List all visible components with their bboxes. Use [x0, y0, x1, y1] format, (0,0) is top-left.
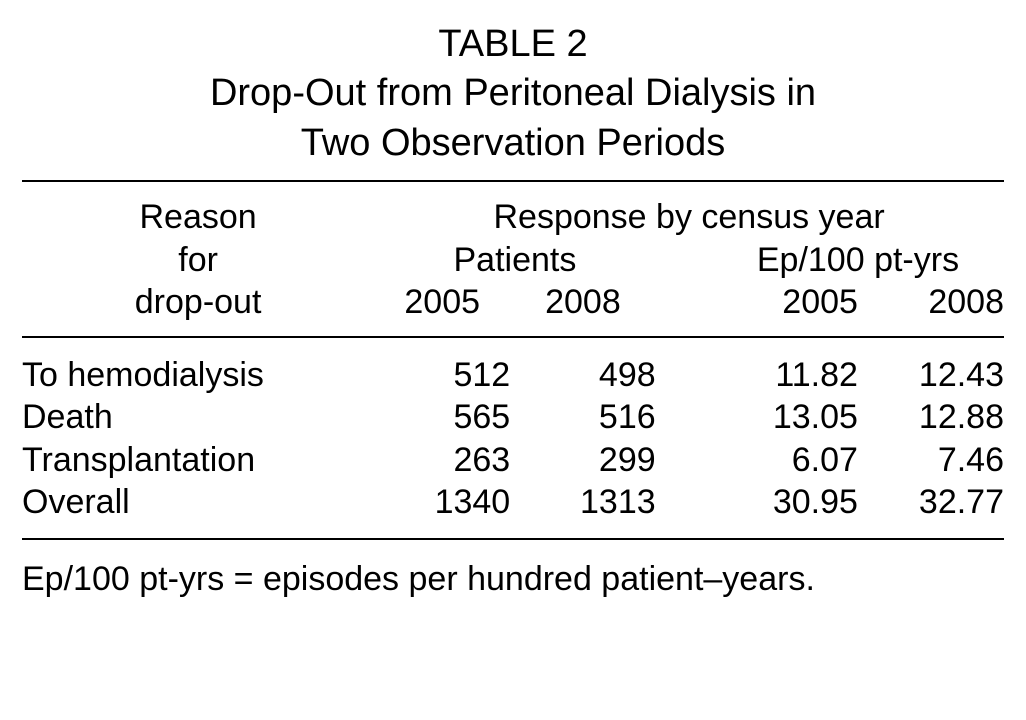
- cell-p2008: 1313: [510, 481, 655, 539]
- cell-p2005: 263: [374, 439, 510, 482]
- header-e-2005: 2005: [712, 281, 858, 337]
- title-line-3: Two Observation Periods: [22, 119, 1004, 168]
- cell-e2005: 11.82: [712, 337, 858, 397]
- cell-gap: [656, 396, 712, 439]
- header-p-2008: 2008: [510, 281, 655, 337]
- cell-p2005: 1340: [374, 481, 510, 539]
- header-gap2: [656, 281, 712, 337]
- table-row: Overall 1340 1313 30.95 32.77: [22, 481, 1004, 539]
- cell-p2008: 498: [510, 337, 655, 397]
- cell-e2005: 30.95: [712, 481, 858, 539]
- cell-p2005: 512: [374, 337, 510, 397]
- cell-reason: Transplantation: [22, 439, 374, 482]
- cell-e2008: 7.46: [858, 439, 1004, 482]
- header-reason-1: Reason: [22, 181, 374, 239]
- table-title: TABLE 2 Drop-Out from Peritoneal Dialysi…: [22, 20, 1004, 168]
- cell-gap: [656, 337, 712, 397]
- header-reason-3: drop-out: [22, 281, 374, 337]
- cell-e2005: 6.07: [712, 439, 858, 482]
- cell-reason: To hemodialysis: [22, 337, 374, 397]
- cell-p2005: 565: [374, 396, 510, 439]
- cell-e2008: 12.88: [858, 396, 1004, 439]
- table-footnote: Ep/100 pt-yrs = episodes per hundred pat…: [22, 558, 1004, 601]
- header-p-2005: 2005: [374, 281, 510, 337]
- cell-gap: [656, 481, 712, 539]
- title-line-1: TABLE 2: [22, 20, 1004, 69]
- cell-e2008: 12.43: [858, 337, 1004, 397]
- data-table: Reason Response by census year for Patie…: [22, 180, 1004, 540]
- title-line-2: Drop-Out from Peritoneal Dialysis in: [22, 69, 1004, 118]
- table-row: Death 565 516 13.05 12.88: [22, 396, 1004, 439]
- header-eprate: Ep/100 pt-yrs: [712, 239, 1004, 282]
- table-row: Transplantation 263 299 6.07 7.46: [22, 439, 1004, 482]
- cell-e2008: 32.77: [858, 481, 1004, 539]
- header-gap: [656, 239, 712, 282]
- header-e-2008: 2008: [858, 281, 1004, 337]
- cell-gap: [656, 439, 712, 482]
- header-reason-2: for: [22, 239, 374, 282]
- header-patients: Patients: [374, 239, 655, 282]
- header-response: Response by census year: [374, 181, 1004, 239]
- cell-e2005: 13.05: [712, 396, 858, 439]
- cell-p2008: 299: [510, 439, 655, 482]
- table-row: To hemodialysis 512 498 11.82 12.43: [22, 337, 1004, 397]
- cell-reason: Death: [22, 396, 374, 439]
- cell-reason: Overall: [22, 481, 374, 539]
- cell-p2008: 516: [510, 396, 655, 439]
